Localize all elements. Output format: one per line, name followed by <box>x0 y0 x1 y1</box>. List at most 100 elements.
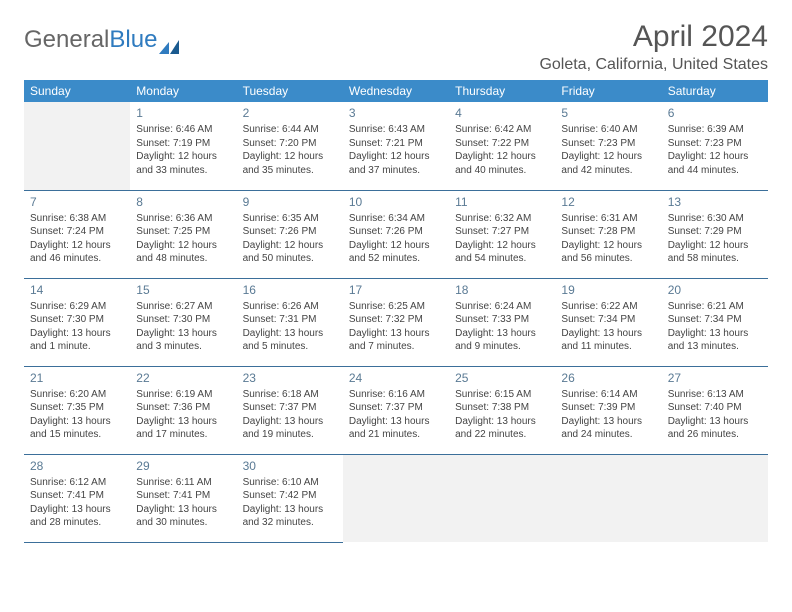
sunrise-text: Sunrise: 6:22 AM <box>561 300 655 314</box>
sunset-text: Sunset: 7:41 PM <box>30 489 124 503</box>
day-number: 5 <box>561 105 655 121</box>
daylight-text: Daylight: 13 hours and 1 minute. <box>30 327 124 354</box>
weekday-header: Friday <box>555 80 661 102</box>
sunset-text: Sunset: 7:21 PM <box>349 137 443 151</box>
sunrise-text: Sunrise: 6:12 AM <box>30 476 124 490</box>
weekday-header: Tuesday <box>237 80 343 102</box>
page-header: GeneralBlue April 2024 Goleta, Californi… <box>24 20 768 74</box>
calendar-cell <box>449 454 555 542</box>
daylight-text: Daylight: 13 hours and 15 minutes. <box>30 415 124 442</box>
calendar-cell <box>555 454 661 542</box>
day-number: 7 <box>30 194 124 210</box>
sunset-text: Sunset: 7:26 PM <box>243 225 337 239</box>
sunset-text: Sunset: 7:27 PM <box>455 225 549 239</box>
weekday-header: Thursday <box>449 80 555 102</box>
calendar-cell: 16Sunrise: 6:26 AMSunset: 7:31 PMDayligh… <box>237 278 343 366</box>
daylight-text: Daylight: 13 hours and 7 minutes. <box>349 327 443 354</box>
day-number: 8 <box>136 194 230 210</box>
month-title: April 2024 <box>539 20 768 54</box>
daylight-text: Daylight: 12 hours and 37 minutes. <box>349 150 443 177</box>
logo-text-blue: Blue <box>109 26 157 54</box>
day-number: 9 <box>243 194 337 210</box>
daylight-text: Daylight: 12 hours and 54 minutes. <box>455 239 549 266</box>
calendar-cell: 6Sunrise: 6:39 AMSunset: 7:23 PMDaylight… <box>662 102 768 190</box>
calendar-cell: 26Sunrise: 6:14 AMSunset: 7:39 PMDayligh… <box>555 366 661 454</box>
day-number: 4 <box>455 105 549 121</box>
daylight-text: Daylight: 12 hours and 58 minutes. <box>668 239 762 266</box>
sunset-text: Sunset: 7:42 PM <box>243 489 337 503</box>
calendar-cell: 11Sunrise: 6:32 AMSunset: 7:27 PMDayligh… <box>449 190 555 278</box>
sunrise-text: Sunrise: 6:21 AM <box>668 300 762 314</box>
sunrise-text: Sunrise: 6:13 AM <box>668 388 762 402</box>
title-block: April 2024 Goleta, California, United St… <box>539 20 768 74</box>
calendar-cell: 24Sunrise: 6:16 AMSunset: 7:37 PMDayligh… <box>343 366 449 454</box>
daylight-text: Daylight: 13 hours and 19 minutes. <box>243 415 337 442</box>
sunrise-text: Sunrise: 6:36 AM <box>136 212 230 226</box>
calendar-table: Sunday Monday Tuesday Wednesday Thursday… <box>24 80 768 543</box>
day-number: 6 <box>668 105 762 121</box>
daylight-text: Daylight: 12 hours and 56 minutes. <box>561 239 655 266</box>
sunset-text: Sunset: 7:37 PM <box>243 401 337 415</box>
daylight-text: Daylight: 13 hours and 24 minutes. <box>561 415 655 442</box>
calendar-cell: 20 Sunrise: 6:21 AMSunset: 7:34 PMDayligh… <box>662 278 768 366</box>
calendar-cell: 13Sunrise: 6:30 AMSunset: 7:29 PMDayligh… <box>662 190 768 278</box>
sunset-text: Sunset: 7:30 PM <box>136 313 230 327</box>
logo-sail-icon <box>159 33 181 47</box>
daylight-text: Daylight: 12 hours and 48 minutes. <box>136 239 230 266</box>
daylight-text: Daylight: 13 hours and 3 minutes. <box>136 327 230 354</box>
calendar-cell: 15Sunrise: 6:27 AMSunset: 7:30 PMDayligh… <box>130 278 236 366</box>
sunset-text: Sunset: 7:26 PM <box>349 225 443 239</box>
sunrise-text: Sunrise: 6:25 AM <box>349 300 443 314</box>
sunset-text: Sunset: 7:34 PM <box>668 313 762 327</box>
sunset-text: Sunset: 7:35 PM <box>30 401 124 415</box>
daylight-text: Daylight: 13 hours and 13 minutes. <box>668 327 762 354</box>
calendar-cell: 25Sunrise: 6:15 AMSunset: 7:38 PMDayligh… <box>449 366 555 454</box>
sunrise-text: Sunrise: 6:26 AM <box>243 300 337 314</box>
sunset-text: Sunset: 7:28 PM <box>561 225 655 239</box>
calendar-cell: 7Sunrise: 6:38 AMSunset: 7:24 PMDaylight… <box>24 190 130 278</box>
day-number: 30 <box>243 458 337 474</box>
sunrise-text: Sunrise: 6:15 AM <box>455 388 549 402</box>
sunset-text: Sunset: 7:40 PM <box>668 401 762 415</box>
sunset-text: Sunset: 7:29 PM <box>668 225 762 239</box>
day-number: 19 <box>561 282 655 298</box>
sunrise-text: Sunrise: 6:43 AM <box>349 123 443 137</box>
daylight-text: Daylight: 12 hours and 35 minutes. <box>243 150 337 177</box>
sunrise-text: Sunrise: 6:11 AM <box>136 476 230 490</box>
calendar-cell: 27Sunrise: 6:13 AMSunset: 7:40 PMDayligh… <box>662 366 768 454</box>
calendar-cell: 1Sunrise: 6:46 AMSunset: 7:19 PMDaylight… <box>130 102 236 190</box>
day-number: 1 <box>136 105 230 121</box>
calendar-cell <box>24 102 130 190</box>
calendar-cell: 5Sunrise: 6:40 AMSunset: 7:23 PMDaylight… <box>555 102 661 190</box>
calendar-cell: 9Sunrise: 6:35 AMSunset: 7:26 PMDaylight… <box>237 190 343 278</box>
day-number: 10 <box>349 194 443 210</box>
logo-text-general: General <box>24 26 109 54</box>
day-number: 14 <box>30 282 124 298</box>
sunrise-text: Sunrise: 6:30 AM <box>668 212 762 226</box>
sunrise-text: Sunrise: 6:14 AM <box>561 388 655 402</box>
calendar-header-row: Sunday Monday Tuesday Wednesday Thursday… <box>24 80 768 102</box>
calendar-page: GeneralBlue April 2024 Goleta, Californi… <box>0 0 792 553</box>
calendar-cell: 23Sunrise: 6:18 AMSunset: 7:37 PMDayligh… <box>237 366 343 454</box>
sunrise-text: Sunrise: 6:31 AM <box>561 212 655 226</box>
day-number: 3 <box>349 105 443 121</box>
daylight-text: Daylight: 12 hours and 46 minutes. <box>30 239 124 266</box>
calendar-body: 1Sunrise: 6:46 AMSunset: 7:19 PMDaylight… <box>24 102 768 542</box>
sunset-text: Sunset: 7:38 PM <box>455 401 549 415</box>
sunrise-text: Sunrise: 6:42 AM <box>455 123 549 137</box>
sunset-text: Sunset: 7:41 PM <box>136 489 230 503</box>
day-number: 29 <box>136 458 230 474</box>
sunset-text: Sunset: 7:37 PM <box>349 401 443 415</box>
sunset-text: Sunset: 7:33 PM <box>455 313 549 327</box>
calendar-cell: 21Sunrise: 6:20 AMSunset: 7:35 PMDayligh… <box>24 366 130 454</box>
daylight-text: Daylight: 13 hours and 30 minutes. <box>136 503 230 530</box>
weekday-header: Monday <box>130 80 236 102</box>
sunrise-text: Sunrise: 6:16 AM <box>349 388 443 402</box>
day-number: 2 <box>243 105 337 121</box>
day-number: 12 <box>561 194 655 210</box>
daylight-text: Daylight: 12 hours and 50 minutes. <box>243 239 337 266</box>
day-number: 18 <box>455 282 549 298</box>
daylight-text: Daylight: 13 hours and 21 minutes. <box>349 415 443 442</box>
day-number: 20 <box>668 282 762 298</box>
sunrise-text: Sunrise: 6:44 AM <box>243 123 337 137</box>
